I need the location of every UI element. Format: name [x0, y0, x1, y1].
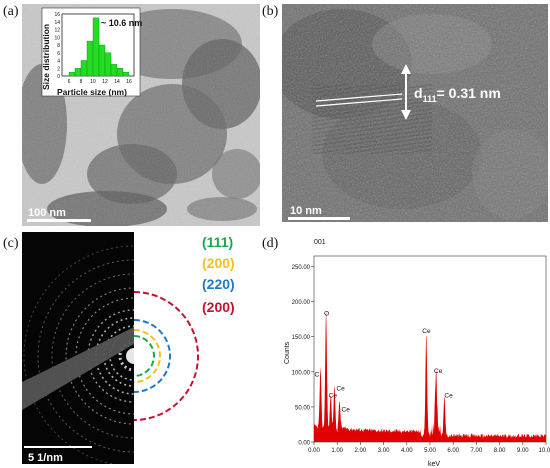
inset-ytick-label: 4 — [57, 59, 60, 65]
index-rings — [133, 291, 199, 421]
histogram-bar — [116, 68, 124, 77]
inset-xtick-label: 8 — [80, 79, 83, 85]
edx-xtick-label: 8.00 — [494, 448, 506, 454]
edx-xtick-label: 5.00 — [424, 448, 436, 454]
histogram-bar — [86, 40, 94, 77]
scale-bar-c: 5 1/nm — [24, 446, 92, 464]
inset-xlabel: Particle size (nm) — [57, 87, 127, 97]
index-label: (111) — [202, 234, 233, 250]
index-ring — [133, 335, 155, 377]
d-spacing-label: d111= 0.31 nm — [414, 85, 501, 104]
panel-a-label: (a) — [3, 4, 19, 19]
edx-xtick-label: 0.00 — [308, 448, 320, 454]
panel-c-saed-pattern: (111) (200) (220) (200) 5 1/nm — [22, 232, 235, 464]
edx-peak-label: Ce — [329, 393, 338, 400]
inset-annotation: ~ 10.6 nm — [101, 18, 142, 28]
histogram-bar — [98, 44, 106, 77]
edx-peak-label: Ce — [434, 368, 443, 375]
edx-xtick-label: 4.00 — [401, 448, 413, 454]
inset-ytick-label: 6 — [57, 51, 60, 57]
panel-d-edx-spectrum: 001 0.00 50.00 100.00 150.00 200.00 250.00 0.… — [284, 239, 550, 468]
edx-peak-label: Ce — [422, 328, 431, 335]
panel-c-label: (c) — [3, 236, 19, 251]
inset-ylabel: Size distribution — [41, 24, 51, 90]
histogram-bar — [68, 71, 76, 77]
index-label: (220) — [202, 276, 235, 292]
edx-ytick-label: 250.00 — [292, 265, 311, 271]
panel-b-hrtem-image: d111= 0.31 nm 10 nm — [282, 4, 548, 222]
histogram-bar — [74, 68, 82, 77]
edx-xtick-label: 10.00 — [538, 448, 550, 454]
index-ring — [133, 291, 199, 421]
lattice-spacing-marker — [315, 64, 411, 120]
histogram-bar — [122, 71, 130, 77]
edx-ytick-label: 200.00 — [292, 300, 311, 306]
inset-ytick-label: 12 — [54, 28, 60, 34]
histogram-bar — [92, 17, 100, 77]
edx-peak-label: Ce — [444, 392, 453, 399]
edx-xtick-label: 3.00 — [378, 448, 390, 454]
edx-ylabel: Counts — [284, 341, 291, 364]
inset-ytick-label: 2 — [57, 66, 60, 72]
index-ring — [133, 319, 171, 393]
inset-ytick-label: 16 — [54, 12, 60, 18]
histogram-bar — [104, 52, 112, 77]
edx-peak-label: Ce — [336, 385, 345, 392]
scale-bar-c-text: 5 1/nm — [28, 452, 63, 464]
edx-peak-label: C — [314, 371, 319, 378]
inset-ytick-label: 0 — [57, 74, 60, 80]
edx-ytick-label: 0.00 — [298, 441, 310, 447]
inset-ytick-label: 8 — [57, 43, 60, 49]
edx-peak-label: Ce — [342, 406, 351, 413]
edx-xtick-label: 9.00 — [517, 448, 529, 454]
scale-bar-a: 100 nm — [27, 207, 91, 222]
histogram-bar — [80, 60, 88, 77]
edx-peak-label: O — [324, 310, 329, 317]
index-ring — [133, 329, 161, 383]
scale-bar-a-text: 100 nm — [28, 207, 66, 219]
index-label: (200) — [202, 299, 235, 315]
inset-xtick-label: 10 — [90, 79, 96, 85]
inset-ytick-label: 10 — [54, 35, 60, 41]
edx-xtick-label: 2.00 — [355, 448, 367, 454]
edx-xlabel: keV — [428, 461, 440, 468]
edx-header: 001 — [314, 239, 326, 246]
edx-ytick-label: 50.00 — [295, 405, 311, 411]
panel-d-label: (d) — [262, 236, 279, 251]
edx-xtick-label: 6.00 — [447, 448, 459, 454]
edx-ytick-label: 100.00 — [292, 370, 311, 376]
index-label: (200) — [202, 255, 235, 271]
panel-b-label: (b) — [262, 4, 279, 19]
index-labels: (111) (200) (220) (200) — [202, 234, 235, 315]
inset-xtick-label: 16 — [126, 79, 132, 85]
inset-xtick-label: 14 — [114, 79, 120, 85]
inset-xtick-label: 12 — [102, 79, 108, 85]
inset-ytick-label: 14 — [54, 20, 60, 26]
edx-xtick-label: 1.00 — [331, 448, 343, 454]
histogram-bar — [110, 64, 118, 77]
edx-ytick-label: 150.00 — [292, 335, 311, 341]
beam-stopper — [22, 327, 134, 410]
edx-xtick-label: 7.00 — [471, 448, 483, 454]
scale-bar-b: 10 nm — [288, 205, 350, 220]
inset-xtick-label: 6 — [68, 79, 71, 85]
scale-bar-b-text: 10 nm — [290, 205, 322, 217]
